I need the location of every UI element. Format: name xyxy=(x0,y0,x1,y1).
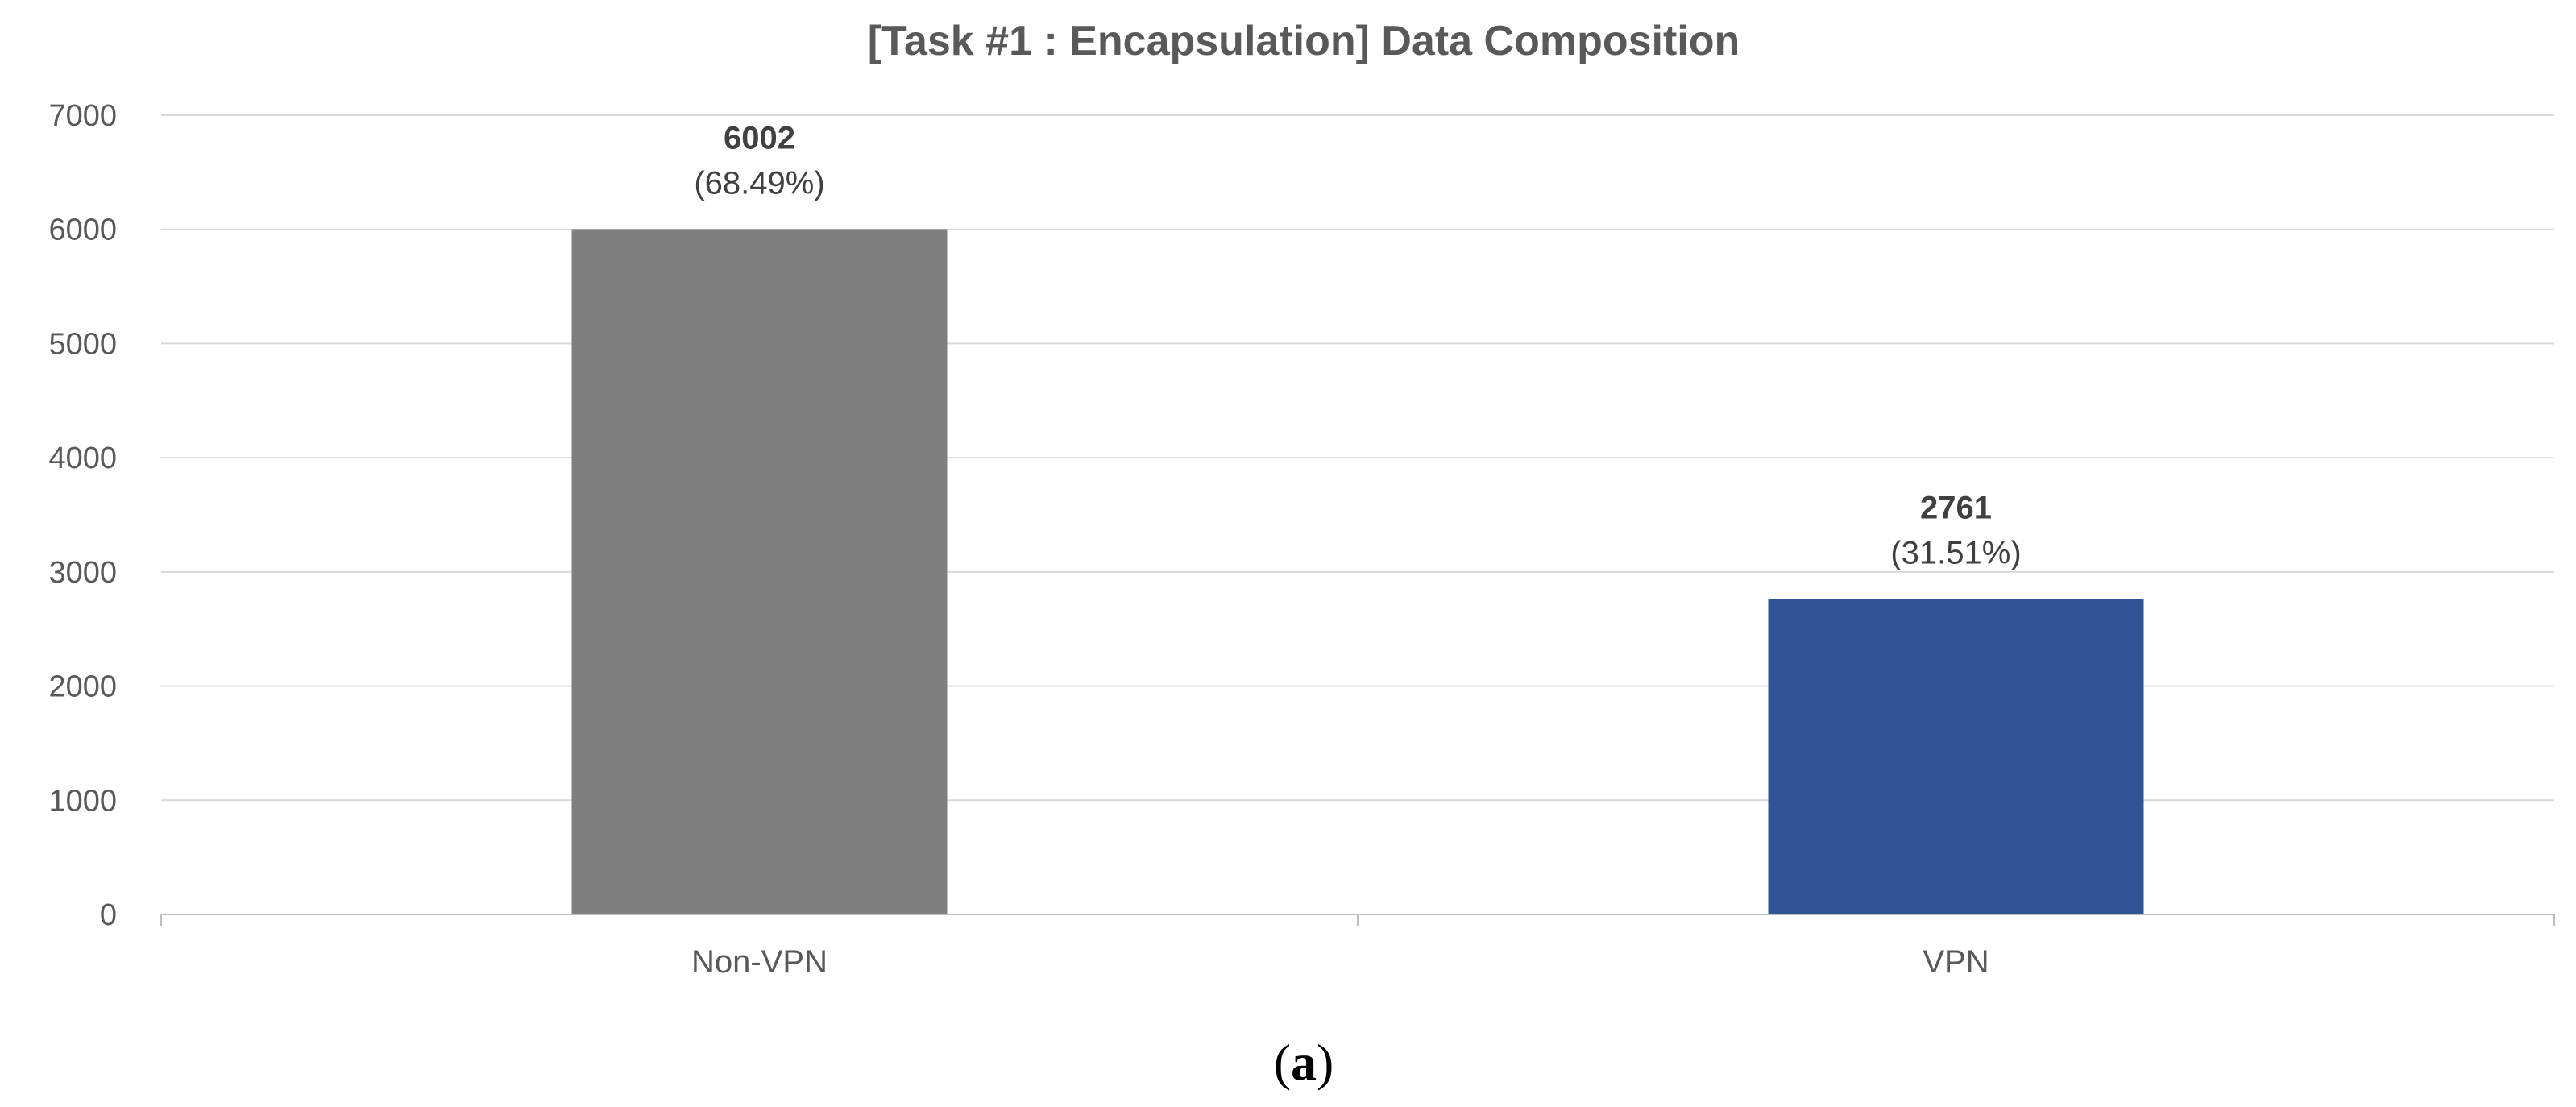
data-labels: 6002 (68.49%) 2761 (31.51%) xyxy=(694,120,2021,570)
bar-value-label: 6002 xyxy=(724,120,795,155)
x-tick-label: Non-VPN xyxy=(691,944,828,980)
panel-label-close: ) xyxy=(1317,1034,1334,1091)
bar-percent-label: (68.49%) xyxy=(694,165,824,201)
y-tick-label: 0 xyxy=(100,898,117,932)
gridlines xyxy=(161,114,2554,802)
y-tick-label: 3000 xyxy=(48,556,117,590)
bar-non-vpn xyxy=(571,229,948,914)
panel-label-open: ( xyxy=(1274,1034,1291,1091)
chart-title: [Task #1 : Encapsulation] Data Compositi… xyxy=(868,18,1740,64)
y-tick-label: 7000 xyxy=(48,99,117,133)
bar-value-label: 2761 xyxy=(1920,491,1992,526)
bar-percent-label: (31.51%) xyxy=(1890,536,2021,571)
y-axis-ticks: 0 1000 2000 3000 4000 5000 6000 7000 xyxy=(48,99,117,932)
bars xyxy=(571,229,2144,914)
y-tick-label: 4000 xyxy=(48,442,117,475)
y-tick-label: 2000 xyxy=(48,670,117,704)
y-tick-label: 5000 xyxy=(48,327,117,361)
x-axis xyxy=(160,914,2555,926)
panel-label-letter: a xyxy=(1291,1034,1317,1091)
y-tick-label: 1000 xyxy=(48,784,117,818)
x-axis-categories: Non-VPN VPN xyxy=(691,944,1989,980)
x-tick-label: VPN xyxy=(1923,944,1989,980)
bar-vpn xyxy=(1768,599,2144,914)
y-tick-label: 6000 xyxy=(48,214,117,247)
panel-label: (a) xyxy=(1274,1034,1334,1091)
